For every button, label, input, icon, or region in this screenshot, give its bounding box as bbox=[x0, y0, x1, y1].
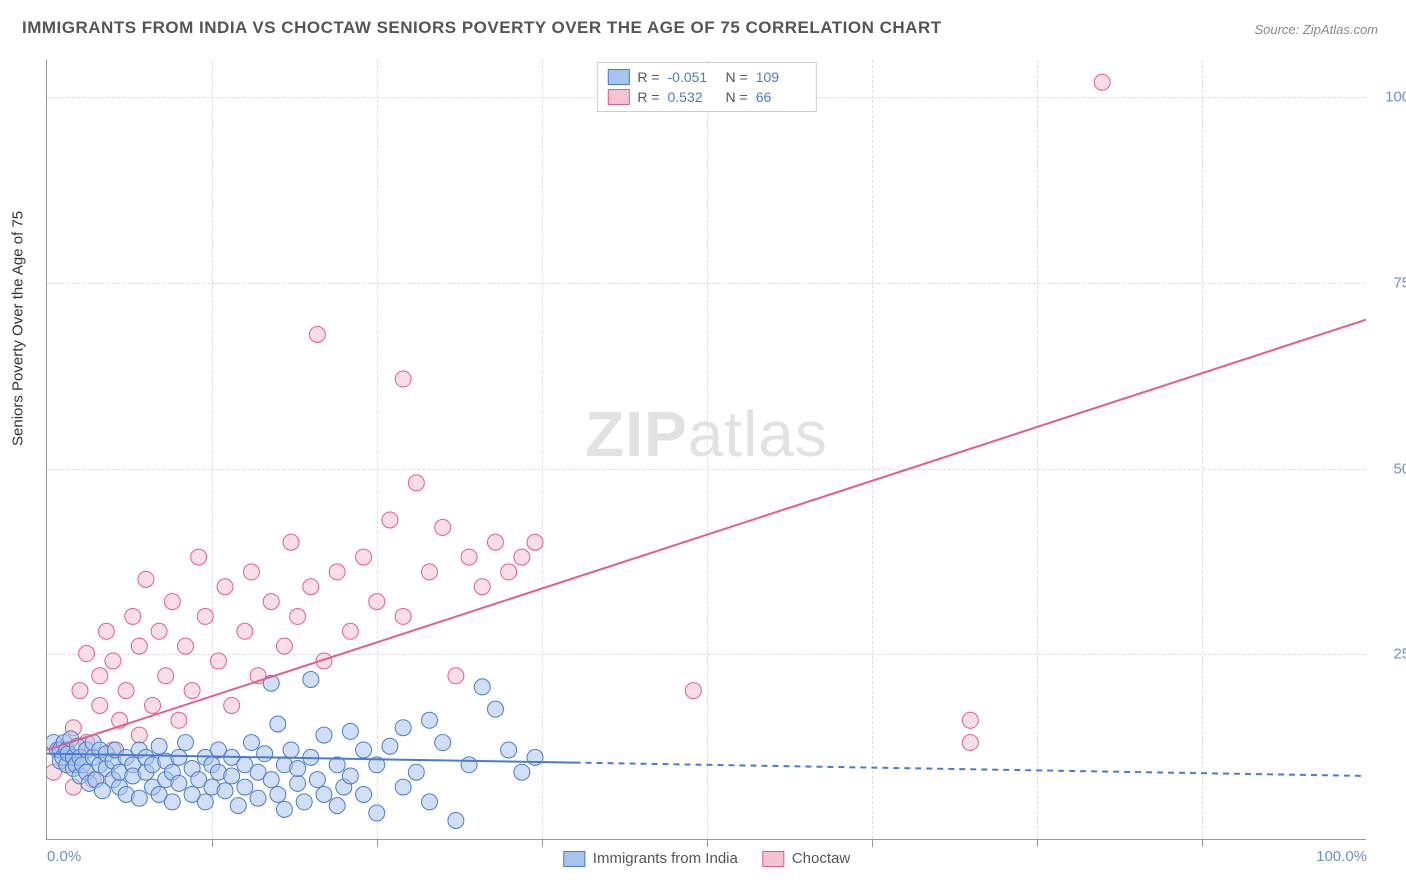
plot-area: ZIPatlas R = -0.051 N = 109 R = 0.532 N … bbox=[46, 60, 1366, 840]
legend-row-series-2: R = 0.532 N = 66 bbox=[607, 87, 805, 107]
x-tick-label: 100.0% bbox=[1316, 848, 1367, 865]
source-attribution: Source: ZipAtlas.com bbox=[1254, 22, 1378, 37]
r-label: R = bbox=[637, 69, 659, 85]
watermark-prefix: ZIP bbox=[585, 398, 688, 470]
r-value-series-1: -0.051 bbox=[668, 69, 718, 85]
y-tick-label: 100.0% bbox=[1376, 89, 1406, 106]
n-value-series-2: 66 bbox=[756, 89, 806, 105]
y-tick-label: 25.0% bbox=[1376, 646, 1406, 663]
legend-swatch-series-1 bbox=[563, 851, 585, 867]
legend-swatch-series-2 bbox=[607, 89, 629, 105]
correlation-legend: R = -0.051 N = 109 R = 0.532 N = 66 bbox=[596, 62, 816, 112]
watermark-suffix: atlas bbox=[688, 398, 828, 470]
legend-swatch-series-2 bbox=[762, 851, 784, 867]
legend-label-series-2: Choctaw bbox=[792, 850, 850, 867]
y-tick-label: 75.0% bbox=[1376, 274, 1406, 291]
legend-swatch-series-1 bbox=[607, 69, 629, 85]
legend-item-series-2: Choctaw bbox=[762, 850, 850, 867]
series-legend: Immigrants from India Choctaw bbox=[563, 850, 850, 867]
x-tick-label: 0.0% bbox=[47, 848, 81, 865]
n-value-series-1: 109 bbox=[756, 69, 806, 85]
r-value-series-2: 0.532 bbox=[668, 89, 718, 105]
legend-label-series-1: Immigrants from India bbox=[593, 850, 738, 867]
r-label: R = bbox=[637, 89, 659, 105]
y-axis-label: Seniors Poverty Over the Age of 75 bbox=[10, 211, 27, 446]
n-label: N = bbox=[726, 69, 748, 85]
legend-item-series-1: Immigrants from India bbox=[563, 850, 738, 867]
chart-title: IMMIGRANTS FROM INDIA VS CHOCTAW SENIORS… bbox=[22, 18, 942, 38]
y-tick-label: 50.0% bbox=[1376, 460, 1406, 477]
n-label: N = bbox=[726, 89, 748, 105]
legend-row-series-1: R = -0.051 N = 109 bbox=[607, 67, 805, 87]
